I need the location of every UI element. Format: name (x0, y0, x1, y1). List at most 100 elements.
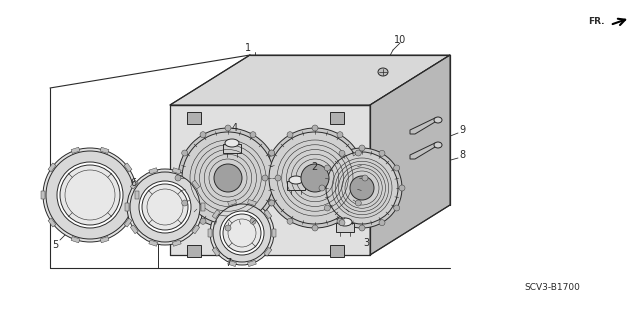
Ellipse shape (142, 184, 188, 230)
Ellipse shape (269, 200, 275, 206)
Ellipse shape (182, 150, 188, 156)
Polygon shape (264, 248, 272, 256)
Ellipse shape (337, 132, 343, 138)
Polygon shape (201, 203, 205, 211)
Text: 8: 8 (459, 150, 465, 160)
Ellipse shape (379, 220, 385, 226)
Ellipse shape (225, 139, 239, 147)
Polygon shape (170, 55, 450, 105)
Polygon shape (172, 168, 181, 174)
Polygon shape (100, 147, 109, 153)
Ellipse shape (213, 204, 271, 262)
Ellipse shape (289, 176, 303, 184)
Polygon shape (248, 260, 256, 267)
Ellipse shape (275, 175, 281, 181)
Ellipse shape (225, 225, 231, 231)
Polygon shape (135, 191, 139, 199)
Ellipse shape (46, 151, 134, 239)
Ellipse shape (265, 128, 365, 228)
Polygon shape (192, 225, 200, 234)
Ellipse shape (301, 164, 329, 192)
Ellipse shape (287, 218, 293, 224)
Polygon shape (223, 144, 241, 153)
Text: 6: 6 (130, 178, 136, 188)
Polygon shape (187, 245, 201, 257)
Ellipse shape (394, 165, 399, 171)
Ellipse shape (214, 164, 242, 192)
Ellipse shape (324, 205, 330, 211)
Ellipse shape (362, 175, 368, 181)
Ellipse shape (379, 150, 385, 156)
Polygon shape (370, 55, 450, 255)
Polygon shape (124, 218, 132, 227)
Polygon shape (149, 168, 157, 174)
Polygon shape (336, 223, 354, 232)
Text: 9: 9 (459, 125, 465, 135)
Polygon shape (125, 203, 129, 211)
Ellipse shape (355, 200, 362, 206)
Ellipse shape (139, 181, 191, 233)
Ellipse shape (319, 185, 325, 191)
Text: 1: 1 (245, 43, 251, 53)
Ellipse shape (324, 165, 330, 171)
Text: 5: 5 (52, 240, 58, 250)
Text: 10: 10 (394, 35, 406, 45)
Ellipse shape (355, 150, 362, 156)
Polygon shape (100, 237, 109, 243)
Ellipse shape (182, 200, 188, 206)
Ellipse shape (130, 172, 200, 242)
Ellipse shape (269, 150, 275, 156)
Polygon shape (71, 147, 80, 153)
Ellipse shape (43, 148, 137, 242)
Ellipse shape (268, 150, 275, 156)
Polygon shape (410, 143, 440, 159)
Polygon shape (124, 163, 132, 172)
Text: 7: 7 (225, 258, 231, 268)
Polygon shape (192, 180, 200, 189)
Polygon shape (187, 112, 201, 124)
Ellipse shape (312, 125, 318, 131)
Ellipse shape (223, 214, 261, 252)
Polygon shape (149, 240, 157, 246)
Ellipse shape (175, 175, 181, 181)
Polygon shape (212, 248, 220, 256)
Ellipse shape (399, 185, 405, 191)
Polygon shape (170, 105, 370, 255)
Ellipse shape (287, 132, 293, 138)
Ellipse shape (434, 142, 442, 148)
Polygon shape (172, 240, 181, 246)
Ellipse shape (338, 218, 352, 226)
Polygon shape (71, 237, 80, 243)
Ellipse shape (312, 225, 318, 231)
Polygon shape (228, 199, 237, 206)
Polygon shape (248, 199, 256, 206)
Polygon shape (131, 225, 138, 234)
Ellipse shape (57, 162, 123, 228)
Polygon shape (330, 112, 344, 124)
Ellipse shape (339, 150, 345, 156)
Polygon shape (48, 218, 56, 227)
Ellipse shape (337, 218, 343, 224)
Ellipse shape (268, 200, 275, 206)
Polygon shape (410, 118, 440, 134)
Polygon shape (264, 210, 272, 219)
Text: SCV3-B1700: SCV3-B1700 (524, 284, 580, 293)
Polygon shape (48, 163, 56, 172)
Polygon shape (272, 229, 276, 237)
Ellipse shape (322, 148, 402, 228)
Ellipse shape (434, 117, 442, 123)
Ellipse shape (60, 165, 120, 225)
Ellipse shape (182, 132, 274, 224)
Polygon shape (131, 180, 138, 189)
Ellipse shape (326, 152, 398, 224)
Ellipse shape (394, 205, 399, 211)
Ellipse shape (269, 132, 361, 224)
Ellipse shape (178, 128, 278, 228)
Polygon shape (228, 260, 237, 267)
Polygon shape (330, 245, 344, 257)
Ellipse shape (225, 125, 231, 131)
Ellipse shape (350, 176, 374, 200)
Ellipse shape (378, 68, 388, 76)
Ellipse shape (210, 201, 274, 265)
Polygon shape (212, 210, 220, 219)
